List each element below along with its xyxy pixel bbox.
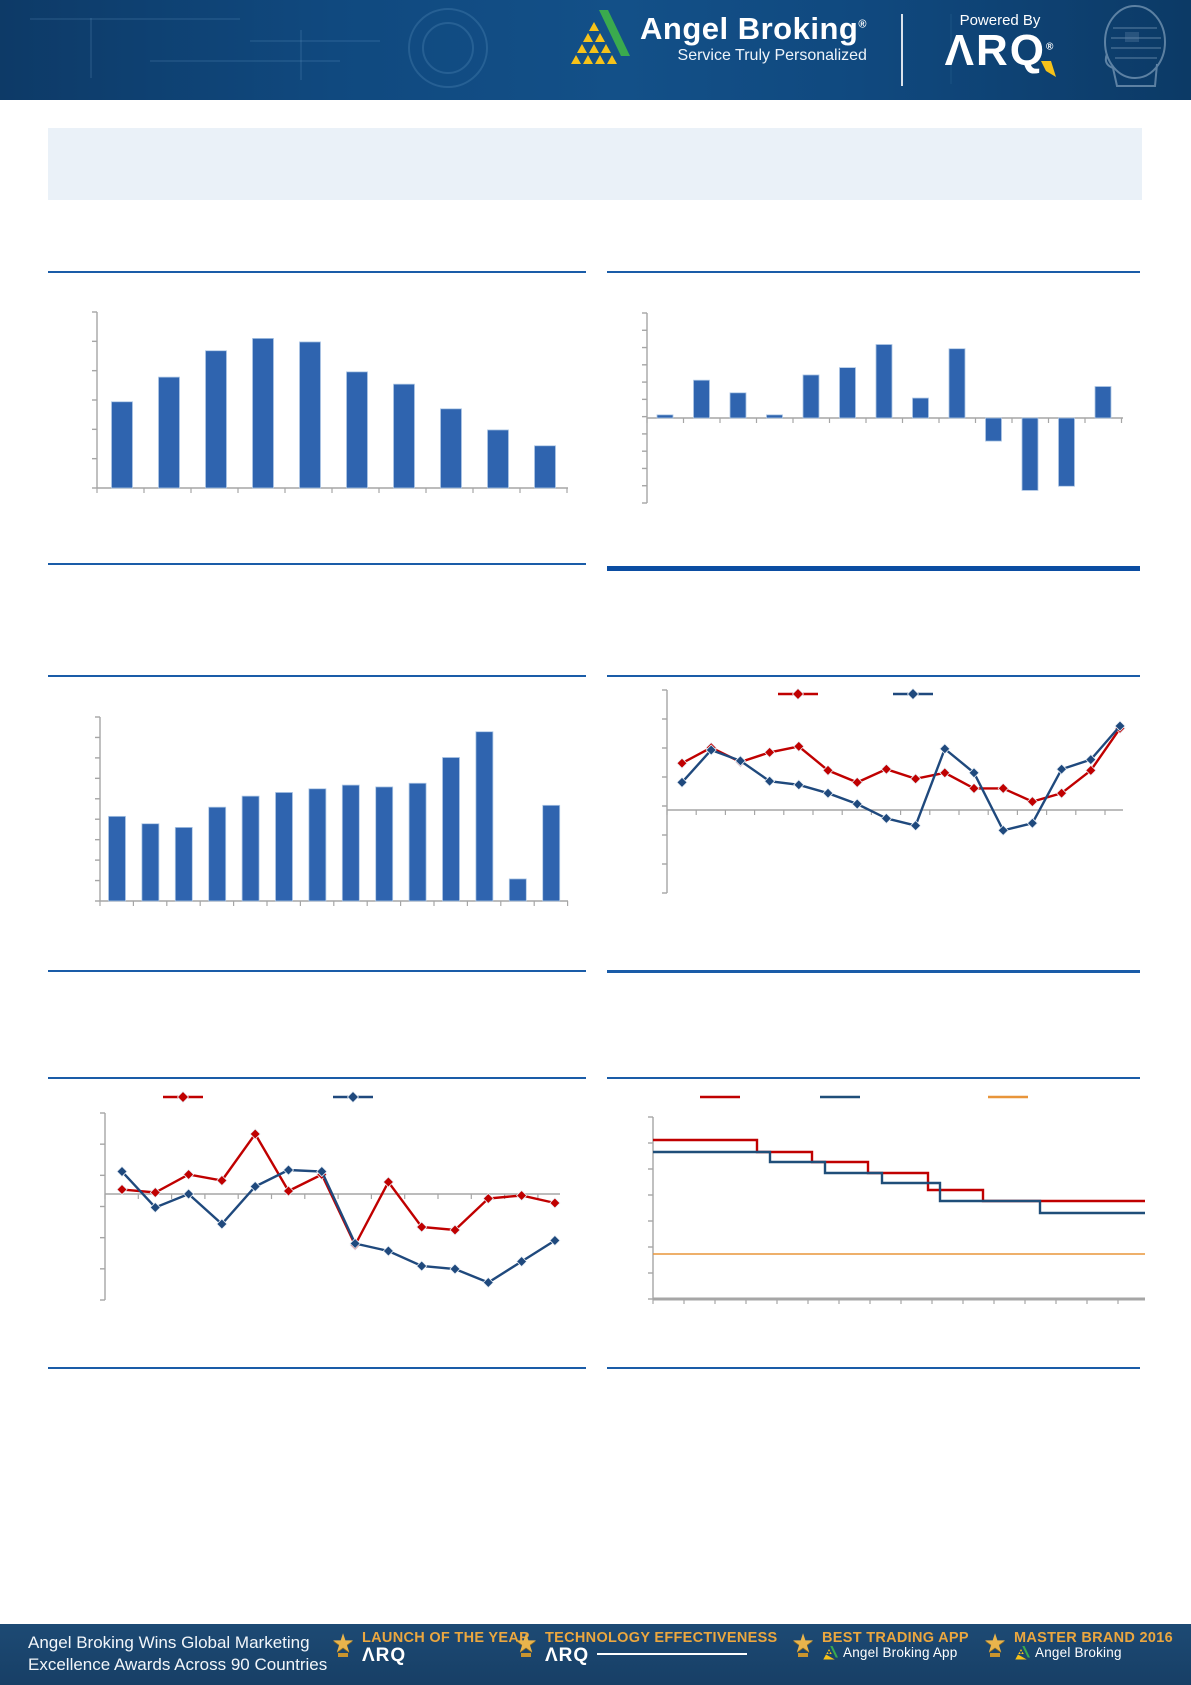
source-rule-row1-right (607, 566, 1140, 571)
circuit-line (300, 30, 302, 80)
source-rule-row2-right (607, 970, 1140, 973)
title-rule-row2-left (48, 675, 586, 677)
arq-bolt-icon (1041, 61, 1056, 77)
award-title: MASTER BRAND 2016 (1014, 1630, 1173, 1646)
cyborg-head-graphic (1104, 5, 1166, 87)
title-rule-row2-right (607, 675, 1140, 677)
circuit-line (90, 18, 92, 78)
circuit-line (950, 14, 952, 84)
title-rule-row3-right (607, 1077, 1140, 1079)
trophy-icon: ★ (331, 1628, 355, 1658)
source-rule-row1-left (48, 563, 586, 565)
footer-line2: Excellence Awards Across 90 Countries (28, 1655, 328, 1675)
source-rule-row2-left (48, 970, 586, 972)
chart-steps-bottom-right (648, 1095, 1145, 1304)
award-sub-angel: Angel Broking (1014, 1645, 1173, 1661)
trophy-icon: ★ (983, 1628, 1007, 1658)
brand-name: Angel Broking® (640, 11, 867, 46)
award-launch-of-the-year: ★ LAUNCH OF THE YEAR ΛRQ (330, 1630, 530, 1667)
footer-line1: Angel Broking Wins Global Marketing (28, 1633, 310, 1652)
award-title: BEST TRADING APP (822, 1630, 969, 1646)
arq-wordmark: ΛRQ® (944, 26, 1056, 77)
award-master-brand-2016: ★ MASTER BRAND 2016 Angel Broking (982, 1630, 1173, 1661)
circuit-line (250, 40, 380, 42)
chart-lines-bottom-left (100, 1090, 561, 1301)
report-title-box (48, 128, 1142, 200)
title-rule-row1-left (48, 271, 586, 273)
angel-broking-logo: Angel Broking® Service Truly Personalize… (566, 10, 867, 66)
brand-tagline: Service Truly Personalized (677, 46, 867, 64)
award-best-trading-app: ★ BEST TRADING APP Angel Broking App (790, 1630, 969, 1661)
award-sub-arq: ΛRQ (362, 1645, 407, 1666)
circuit-line (150, 60, 340, 62)
circuit-ring (408, 8, 488, 88)
trophy-icon: ★ (514, 1628, 538, 1658)
title-rule-row1-right (607, 271, 1140, 273)
page-footer: Angel Broking Wins Global Marketing Exce… (0, 1624, 1191, 1685)
source-rule-row3-left (48, 1367, 586, 1369)
award-title: LAUNCH OF THE YEAR (362, 1630, 530, 1646)
award-sub-arq: ΛRQ (545, 1645, 778, 1667)
circuit-line (30, 18, 240, 20)
arq-logo: Powered By ΛRQ® (925, 12, 1075, 77)
header-divider (901, 14, 903, 86)
footer-award-text: Angel Broking Wins Global Marketing Exce… (28, 1632, 327, 1676)
angel-pyramid-icon (823, 1646, 838, 1660)
circuit-ring (422, 22, 474, 74)
source-rule-row3-right (607, 1367, 1140, 1369)
chart-lines-mid-right (662, 687, 1126, 894)
angel-pyramid-icon (571, 10, 630, 64)
chart-bars-top-left (92, 311, 568, 493)
award-technology-effectiveness: ★ TECHNOLOGY EFFECTIVENESS ΛRQ (513, 1630, 778, 1667)
powered-by-label: Powered By (959, 12, 1041, 29)
chart-bars-mid-left (95, 716, 569, 906)
arq-underline (597, 1653, 748, 1655)
angel-pyramid-icon (1015, 1646, 1030, 1660)
award-title: TECHNOLOGY EFFECTIVENESS (545, 1630, 778, 1646)
trophy-icon: ★ (791, 1628, 815, 1658)
registered-mark: ® (858, 18, 867, 31)
title-rule-row3-left (48, 1077, 586, 1079)
page-header: Angel Broking® Service Truly Personalize… (0, 0, 1191, 100)
chart-bars-top-right (642, 312, 1123, 504)
award-sub-angel: Angel Broking App (822, 1645, 969, 1661)
